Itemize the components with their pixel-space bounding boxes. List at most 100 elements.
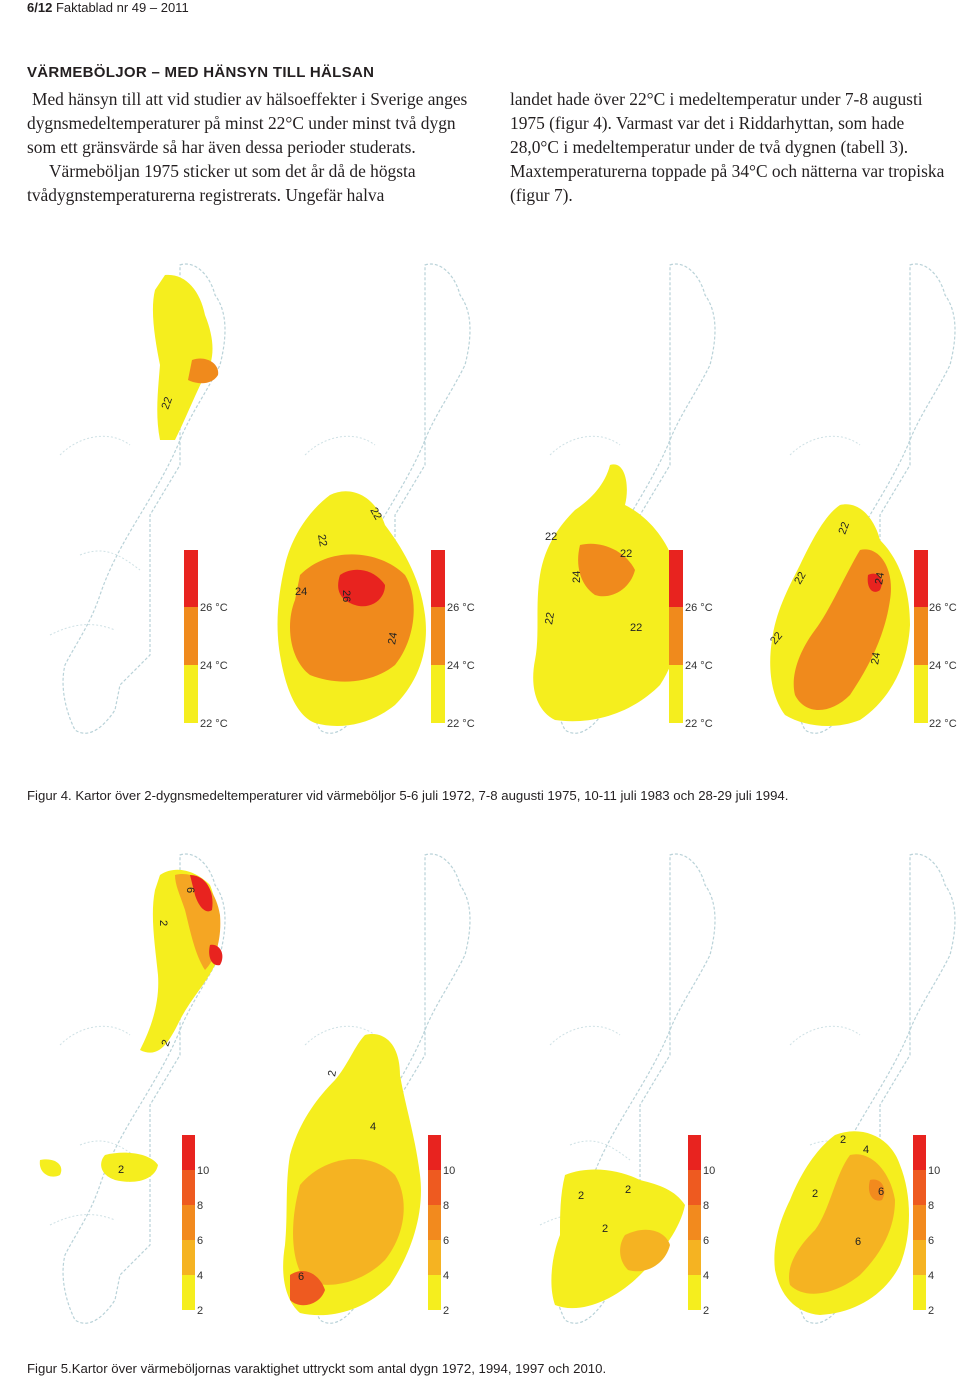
legend-mid: [431, 607, 445, 665]
contour-label: 22: [545, 531, 557, 543]
page-header: 6/12 Faktablad nr 49 – 2011: [27, 0, 189, 16]
legend-10: [182, 1135, 195, 1170]
legend-label: 6: [197, 1235, 203, 1247]
legend-label: 10: [443, 1165, 455, 1177]
contour-label: 22: [160, 395, 175, 411]
legend-10: [688, 1135, 701, 1170]
contour-label: 2: [160, 1038, 173, 1048]
legend-label: 8: [197, 1200, 203, 1212]
contour-label: 2: [840, 1134, 846, 1146]
legend-label: 2: [928, 1305, 934, 1317]
contour-label: 24: [873, 571, 887, 585]
contour-label: 24: [295, 586, 307, 598]
legend-mid: [669, 607, 683, 665]
legend-10: [913, 1135, 926, 1170]
legend-label: 2: [443, 1305, 449, 1317]
map-1975: 22 22 24 26 24 26 °C 24 °C 22 °C: [277, 263, 475, 734]
legend-low: [669, 665, 683, 723]
legend-low: [184, 665, 198, 723]
figure5-maps: 6 2 2 2 10 8 6 4 2 4 2 6: [0, 835, 960, 1335]
contour-label: 6: [878, 1186, 884, 1198]
figure5-svg: 6 2 2 2 10 8 6 4 2 4 2 6: [39, 853, 956, 1324]
legend-2: [182, 1275, 195, 1310]
legend-8: [182, 1170, 195, 1205]
map-1972: 6 2 2 2 10 8 6 4 2: [39, 853, 226, 1324]
legend-mid: [184, 607, 198, 665]
legend-label: 10: [928, 1165, 940, 1177]
figure4-svg: 22 26 °C 24 °C 22 °C 22 22 24 26 24 26 °…: [49, 263, 957, 734]
legend-label: 6: [928, 1235, 934, 1247]
legend-10: [428, 1135, 441, 1170]
map-1994: 22 22 22 24 24 26 °C 24 °C 22 °C: [768, 263, 957, 734]
contour-label: 4: [370, 1121, 376, 1133]
legend-high: [669, 550, 683, 607]
legend-2: [913, 1275, 926, 1310]
legend-label: 24 °C: [200, 660, 228, 672]
paragraph-1: Med hänsyn till att vid studier av hälso…: [27, 89, 468, 157]
contour-label: 24: [571, 571, 583, 583]
legend-label: 4: [443, 1270, 449, 1282]
legend-label: 26 °C: [929, 602, 957, 614]
legend-label: 22 °C: [200, 718, 228, 730]
legend-high: [914, 550, 928, 607]
contour-label: 22: [367, 506, 384, 523]
contour-label: 2: [326, 1069, 339, 1077]
contour-label: 6: [184, 887, 196, 893]
legend-label: 8: [703, 1200, 709, 1212]
legend-label: 24 °C: [929, 660, 957, 672]
contour-label: 26: [340, 590, 352, 602]
legend-label: 4: [703, 1270, 709, 1282]
paragraph-2: Värmeböljan 1975 sticker ut som det år d…: [27, 161, 416, 205]
legend-label: 4: [197, 1270, 203, 1282]
legend-4: [428, 1240, 441, 1275]
legend-2: [428, 1275, 441, 1310]
legend-4: [913, 1240, 926, 1275]
legend-6: [913, 1205, 926, 1240]
map-1994: 4 2 6 10 8 6 4 2: [283, 853, 471, 1324]
contour-label: 22: [620, 548, 632, 560]
legend-6: [182, 1205, 195, 1240]
legend-label: 22 °C: [929, 718, 957, 730]
contour-label: 24: [869, 651, 883, 665]
legend-label: 2: [703, 1305, 709, 1317]
legend-2: [688, 1275, 701, 1310]
legend-label: 6: [443, 1235, 449, 1247]
text-column-left: Med hänsyn till att vid studier av hälso…: [27, 87, 477, 207]
legend-6: [688, 1205, 701, 1240]
legend-low: [431, 665, 445, 723]
publication-label: Faktablad nr 49 – 2011: [55, 0, 189, 15]
legend-low: [914, 665, 928, 723]
contour-label: 22: [315, 533, 329, 547]
contour-label: 22: [837, 520, 852, 536]
contour-label: 2: [602, 1223, 608, 1235]
contour-label: 22: [792, 570, 809, 587]
legend-high: [184, 550, 198, 607]
figure4-maps: 22 26 °C 24 °C 22 °C 22 22 24 26 24 26 °…: [0, 245, 960, 745]
contour-label: 6: [855, 1236, 861, 1248]
legend-label: 4: [928, 1270, 934, 1282]
contour-label: 4: [863, 1144, 869, 1156]
legend-6: [428, 1205, 441, 1240]
legend-label: 10: [197, 1165, 209, 1177]
figure5-caption: Figur 5.Kartor över värmeböljornas varak…: [27, 1361, 607, 1376]
legend-8: [913, 1170, 926, 1205]
contour-label: 22: [630, 622, 642, 634]
contour-label: 24: [386, 631, 400, 645]
legend-label: 24 °C: [685, 660, 713, 672]
contour-label: 2: [118, 1164, 124, 1176]
contour-label: 22: [543, 611, 557, 625]
contour-label: 2: [157, 920, 169, 926]
legend-label: 24 °C: [447, 660, 475, 672]
contour-label: 2: [625, 1184, 631, 1196]
contour-label: 2: [578, 1190, 584, 1202]
figure4-caption: Figur 4. Kartor över 2-dygnsmedeltempera…: [27, 788, 789, 803]
legend-label: 6: [703, 1235, 709, 1247]
legend-label: 8: [443, 1200, 449, 1212]
map-1997: 2 2 2 10 8 6 4 2: [539, 853, 716, 1324]
legend-8: [428, 1170, 441, 1205]
map-1983: 22 22 24 22 22 26 °C 24 °C 22 °C: [533, 263, 716, 734]
article-heading: VÄRMEBÖLJOR – MED HÄNSYN TILL HÄLSAN: [27, 64, 375, 81]
legend-mid: [914, 607, 928, 665]
text-column-right: landet hade över 22°C i medeltemperatur …: [510, 87, 955, 207]
legend-4: [182, 1240, 195, 1275]
